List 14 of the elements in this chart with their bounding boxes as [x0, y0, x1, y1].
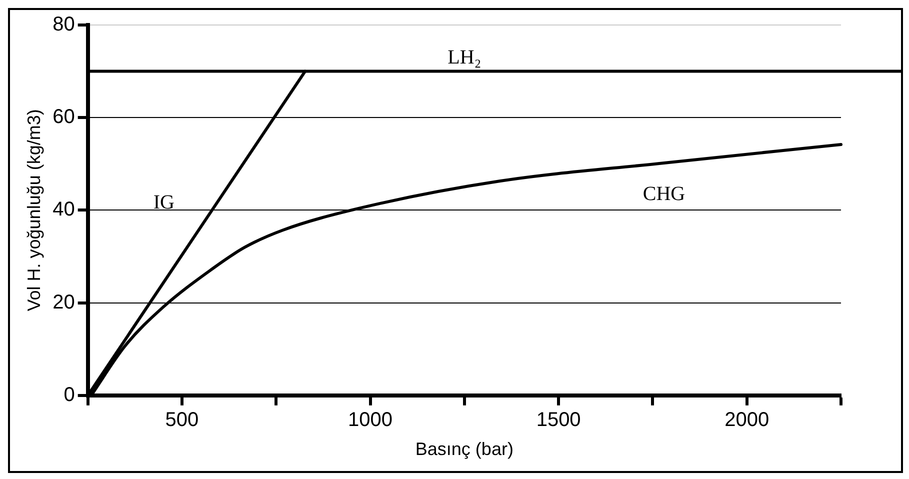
y-tick-label: 20 [52, 291, 75, 314]
y-axis-title: Vol H. yoğunluğu (kg/m3) [24, 109, 44, 312]
x-tick-label: 1500 [536, 408, 581, 431]
x-tick-label: 2000 [724, 408, 770, 431]
x-tick-label: 500 [165, 408, 199, 431]
ref-line-label: LH₂ [448, 46, 482, 69]
y-tick-label: 40 [52, 198, 75, 221]
x-axis-title: Basınç (bar) [415, 439, 514, 460]
series-label: CHG [642, 183, 686, 206]
y-tick-label: 80 [52, 14, 75, 36]
series-label: IG [153, 192, 174, 214]
x-tick-label: 1000 [348, 408, 393, 431]
y-tick-label: 0 [64, 384, 75, 406]
y-tick-label: 60 [52, 106, 75, 128]
